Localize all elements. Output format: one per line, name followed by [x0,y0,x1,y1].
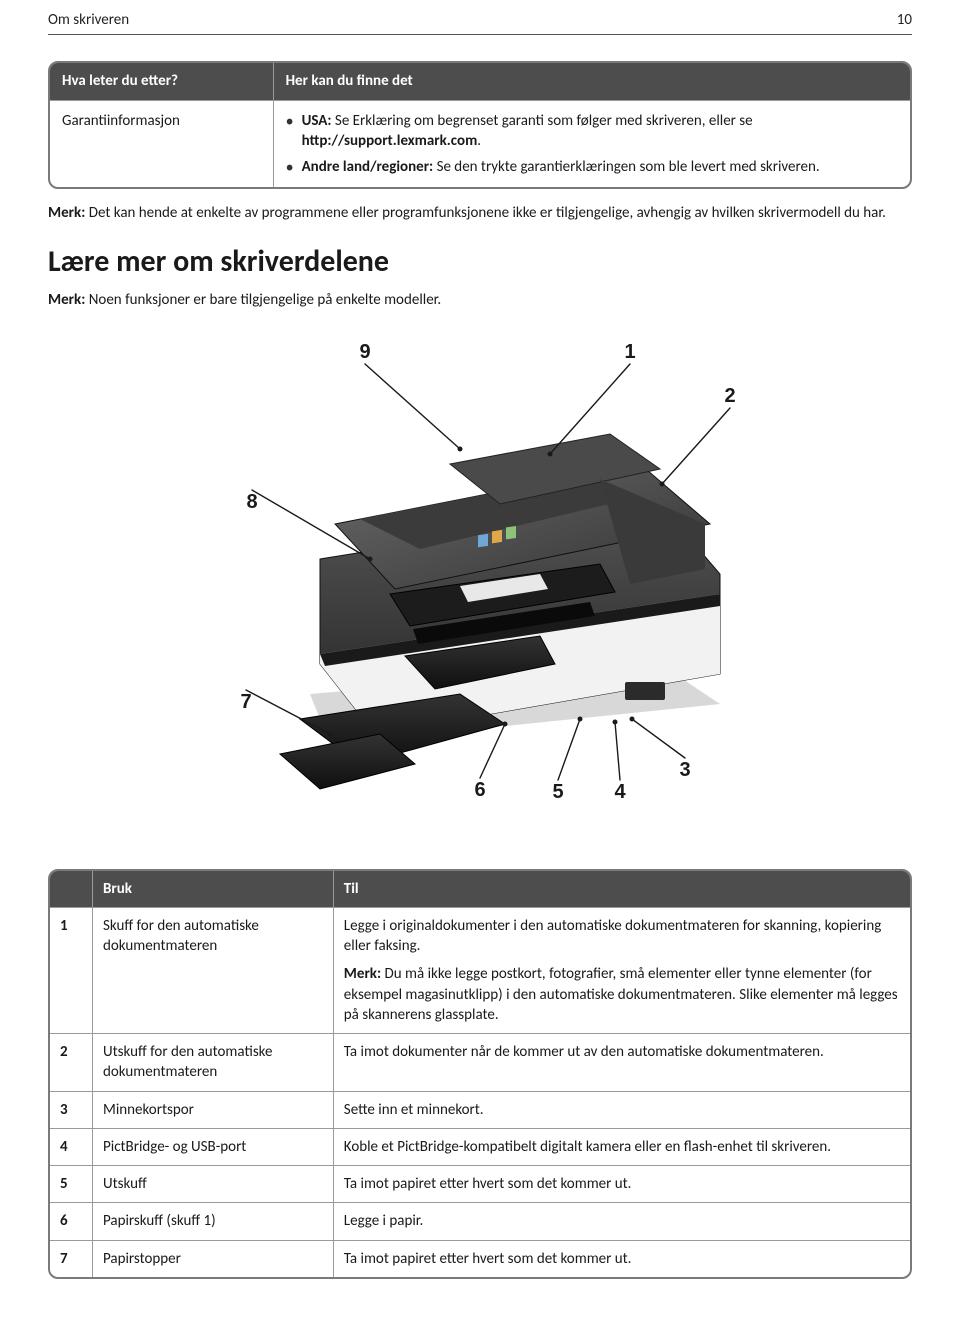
printer-diagram: 1 2 3 4 5 6 7 8 9 [48,324,912,850]
note-1-text: Det kan hende at enkelte av programmene … [85,204,886,222]
parts-bruk: Papirstopper [93,1240,334,1277]
parts-bruk: PictBridge- og USB-port [93,1128,334,1165]
printer-svg: 1 2 3 4 5 6 7 8 9 [160,324,800,844]
parts-col-n [50,871,93,907]
callout-4: 4 [614,781,626,803]
callout-8: 8 [246,491,257,513]
parts-til: Legge i papir. [334,1202,910,1239]
note-2: Merk: Noen funksjoner er bare tilgjengel… [48,290,912,310]
page-header: Om skriveren 10 [48,0,912,35]
section-title: Lære mer om skriverdelene [48,242,912,283]
callout-5: 5 [552,781,563,803]
parts-bruk: Utskuff for den automatiske dokumentmate… [93,1033,334,1091]
parts-n: 6 [50,1202,93,1239]
parts-table: Bruk Til 1Skuff for den automatiske doku… [48,869,912,1279]
parts-til: Ta imot papiret etter hvert som det komm… [334,1240,910,1277]
parts-row: 6Papirskuff (skuff 1)Legge i papir. [50,1202,910,1239]
note-1-prefix: Merk: [48,204,85,222]
parts-row: 2Utskuff for den automatiske dokumentmat… [50,1033,910,1091]
callout-6: 6 [474,779,485,801]
parts-row: 1Skuff for den automatiske dokumentmater… [50,907,910,1033]
parts-til: Sette inn et minnekort. [334,1091,910,1128]
parts-bruk: Skuff for den automatiske dokumentmatere… [93,907,334,1033]
parts-til: Legge i originaldokumenter i den automat… [334,907,910,1033]
callout-3: 3 [679,759,690,781]
bullet-other-text: Se den trykte garantierklæringen som ble… [433,158,820,176]
callout-7: 7 [240,691,251,713]
parts-bruk: Utskuff [93,1165,334,1202]
callout-2: 2 [724,385,735,407]
bullet-usa-text: Se Erklæring om begrenset garanti som fø… [332,112,753,130]
parts-bruk: Minnekortspor [93,1091,334,1128]
info-col-1: Hva leter du etter? [50,63,274,99]
page-number: 10 [897,10,912,30]
parts-n: 7 [50,1240,93,1277]
bullet-other-prefix: Andre land/regioner: [302,158,434,176]
note-2-text: Noen funksjoner er bare tilgjengelige på… [85,291,441,309]
parts-row: 3MinnekortsporSette inn et minnekort. [50,1091,910,1128]
parts-row: 7PapirstopperTa imot papiret etter hvert… [50,1240,910,1277]
bullet-usa: USA: Se Erklæring om begrenset garanti s… [286,111,898,152]
callout-9: 9 [359,341,370,363]
parts-n: 3 [50,1091,93,1128]
parts-n: 5 [50,1165,93,1202]
bullet-usa-suffix: . [477,132,481,150]
note-1: Merk: Det kan hende at enkelte av progra… [48,203,912,223]
parts-n: 4 [50,1128,93,1165]
bullet-other: Andre land/regioner: Se den trykte garan… [286,157,898,177]
parts-n: 1 [50,907,93,1033]
parts-row: 4PictBridge- og USB-portKoble et PictBri… [50,1128,910,1165]
info-label: Garantiinformasjon [50,100,274,188]
callout-1: 1 [624,341,635,363]
parts-til: Koble et PictBridge-kompatibelt digitalt… [334,1128,910,1165]
info-content: USA: Se Erklæring om begrenset garanti s… [274,100,910,188]
parts-col-til: Til [334,871,910,907]
parts-til: Ta imot dokumenter når de kommer ut av d… [334,1033,910,1091]
note-2-prefix: Merk: [48,291,85,309]
support-link[interactable]: http://support.lexmark.com [302,132,478,150]
parts-col-bruk: Bruk [93,871,334,907]
parts-row: 5UtskuffTa imot papiret etter hvert som … [50,1165,910,1202]
header-title: Om skriveren [48,10,129,30]
info-col-2: Her kan du finne det [274,63,910,99]
parts-til: Ta imot papiret etter hvert som det komm… [334,1165,910,1202]
info-table: Hva leter du etter? Her kan du finne det… [48,61,912,189]
info-row: Garantiinformasjon USA: Se Erklæring om … [50,100,910,188]
parts-n: 2 [50,1033,93,1091]
bullet-usa-prefix: USA: [302,112,332,130]
parts-bruk: Papirskuff (skuff 1) [93,1202,334,1239]
